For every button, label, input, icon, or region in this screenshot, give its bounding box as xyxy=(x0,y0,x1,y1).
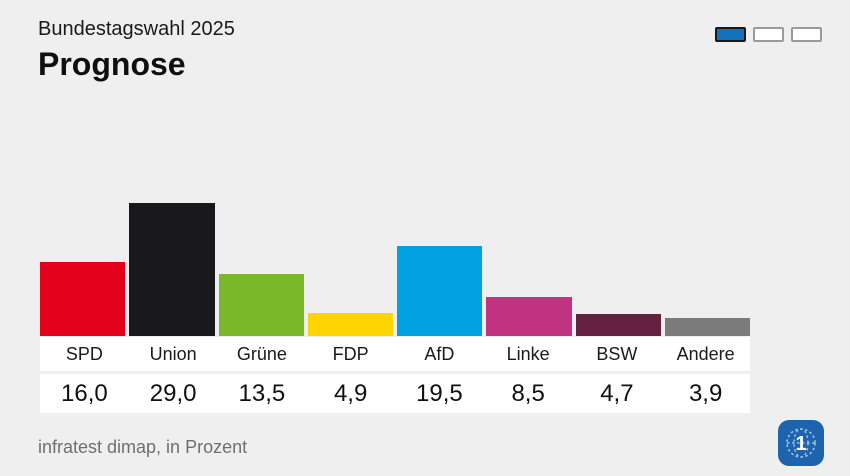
category-label-spd: SPD xyxy=(65,343,103,364)
value-label-linke: 8,5 xyxy=(511,379,545,407)
value-label-afd: 19,5 xyxy=(416,379,463,407)
value-label-bsw: 4,7 xyxy=(600,379,634,407)
page-indicator-1[interactable] xyxy=(715,27,746,42)
category-label-afd: AfD xyxy=(424,343,455,364)
bar-linke xyxy=(486,297,572,336)
value-label-gruene: 13,5 xyxy=(238,379,286,407)
bar-andere xyxy=(664,318,750,336)
page-indicator-3[interactable] xyxy=(791,27,822,42)
header: Bundestagswahl 2025 Prognose xyxy=(38,18,235,83)
category-label-bsw: BSW xyxy=(596,343,638,364)
page-title: Prognose xyxy=(38,46,186,82)
bar-union xyxy=(129,203,215,336)
bar-chart-plot xyxy=(40,196,750,336)
page-indicator-group xyxy=(715,27,822,42)
svg-text:1: 1 xyxy=(795,433,806,455)
tagesschau-logo-icon: 1 xyxy=(778,420,824,466)
value-label-fdp: 4,9 xyxy=(333,379,368,407)
bar-chart: SPD Union Grüne FDP AfD Linke BSW Andere… xyxy=(40,196,750,413)
category-label-linke: Linke xyxy=(506,343,550,364)
bar-gruene xyxy=(218,274,304,336)
bar-bsw xyxy=(575,314,661,336)
category-label-gruene: Grüne xyxy=(236,343,287,364)
bar-afd xyxy=(397,246,483,336)
bar-spd xyxy=(40,262,126,336)
page-kicker: Bundestagswahl 2025 xyxy=(38,18,235,40)
value-label-spd: 16,0 xyxy=(61,379,108,407)
page-indicator-2[interactable] xyxy=(753,27,784,42)
value-label-band: 16,0 29,0 13,5 4,9 19,5 8,5 4,7 3,9 xyxy=(40,374,750,413)
category-label-band: SPD Union Grüne FDP AfD Linke BSW Andere xyxy=(40,337,750,371)
bar-fdp xyxy=(307,313,393,336)
category-label-union: Union xyxy=(149,343,197,364)
value-label-andere: 3,9 xyxy=(688,379,723,407)
category-label-fdp: FDP xyxy=(332,343,369,364)
value-label-union: 29,0 xyxy=(149,379,197,407)
category-label-andere: Andere xyxy=(676,343,735,364)
source-note: infratest dimap, in Prozent xyxy=(38,437,248,457)
